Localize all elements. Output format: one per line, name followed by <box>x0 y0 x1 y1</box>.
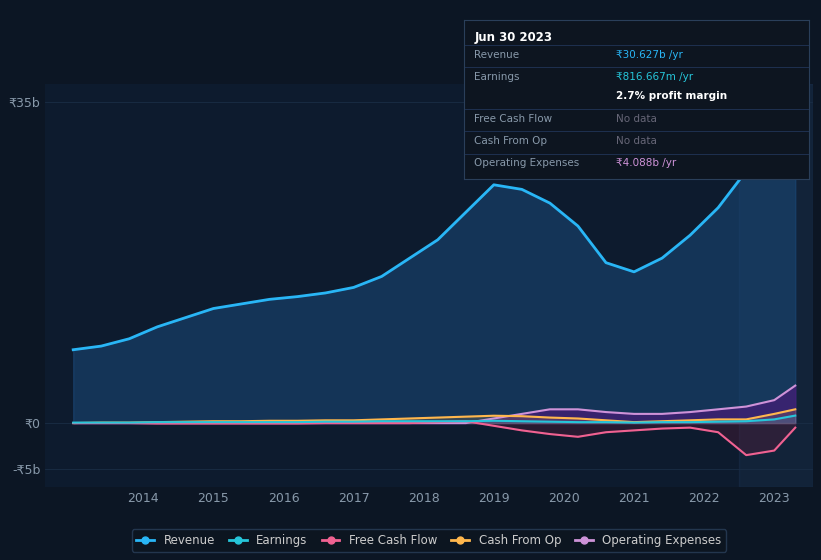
Text: 2.7% profit margin: 2.7% profit margin <box>616 91 727 101</box>
Text: Jun 30 2023: Jun 30 2023 <box>475 31 553 44</box>
Text: Cash From Op: Cash From Op <box>475 136 548 146</box>
Legend: Revenue, Earnings, Free Cash Flow, Cash From Op, Operating Expenses: Revenue, Earnings, Free Cash Flow, Cash … <box>131 529 727 552</box>
Text: ₹30.627b /yr: ₹30.627b /yr <box>616 50 682 60</box>
Text: Operating Expenses: Operating Expenses <box>475 158 580 168</box>
Text: Revenue: Revenue <box>475 50 520 60</box>
Text: ₹4.088b /yr: ₹4.088b /yr <box>616 158 676 168</box>
Bar <box>739 84 813 487</box>
Text: Free Cash Flow: Free Cash Flow <box>475 114 553 124</box>
Text: No data: No data <box>616 136 657 146</box>
Text: Earnings: Earnings <box>475 72 520 82</box>
Text: ₹816.667m /yr: ₹816.667m /yr <box>616 72 693 82</box>
Text: No data: No data <box>616 114 657 124</box>
